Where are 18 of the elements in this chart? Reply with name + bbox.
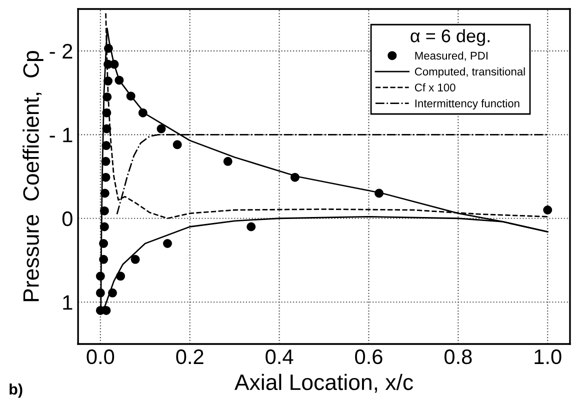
x-tick-label: 0.0 <box>86 349 114 364</box>
x-tick-label: 0.8 <box>444 349 472 364</box>
x-tick-label: 0.4 <box>266 349 294 364</box>
x-tick-label: 0.6 <box>355 349 382 364</box>
x-tick-label: 1.0 <box>534 349 562 364</box>
legend-label: Cf x 100 <box>414 83 456 92</box>
y-tick-label: 1 <box>63 295 72 310</box>
legend-label: Computed, transitional <box>414 67 525 78</box>
x-axis-title: Axial Location, x/c <box>234 374 413 393</box>
x-tick-label: 0.2 <box>176 349 204 364</box>
text: b) <box>10 383 22 398</box>
legend-label: Intermittency function <box>415 99 520 110</box>
legend-label: Measured, PDI <box>415 51 488 61</box>
y-tick-label: 0 <box>62 211 72 226</box>
y-axis-title: Pressure Coefficient, Cp <box>22 51 44 302</box>
y-tick-label: - 2 <box>50 44 72 58</box>
y-tick-label: - 1 <box>50 128 72 142</box>
legend-title: α = 6 deg. <box>410 29 490 46</box>
